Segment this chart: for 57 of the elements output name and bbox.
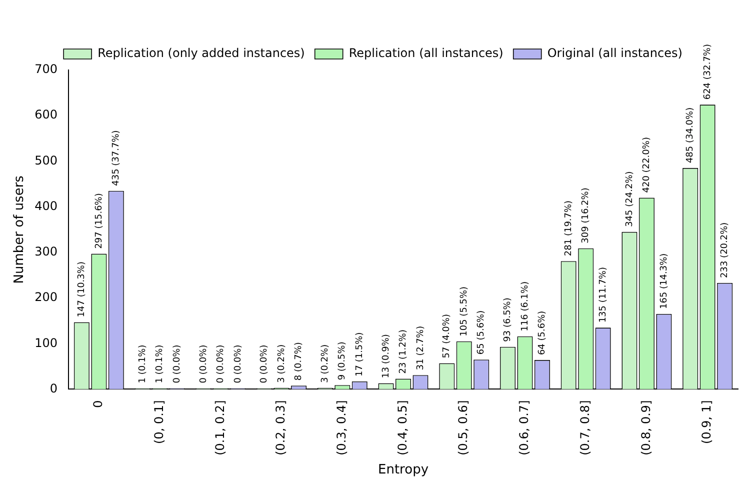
x-tick-label: (0.3, 0.4]	[334, 400, 349, 456]
data-label: 420 (22.0%)	[642, 137, 652, 193]
data-label: 93 (6.5%)	[503, 298, 514, 342]
y-tick-label: 700	[34, 62, 58, 76]
data-label: 0 (0.0%)	[198, 344, 209, 384]
y-tick-label: 500	[34, 153, 58, 168]
x-tick-label: (0.6, 0.7]	[517, 400, 532, 456]
data-label: 135 (11.7%)	[598, 267, 608, 323]
data-label: 485 (34.0%)	[686, 107, 696, 164]
y-tick-label: 400	[34, 198, 58, 213]
data-label: 65 (5.6%)	[476, 310, 487, 355]
x-tick-label: (0.9, 1]	[700, 400, 714, 444]
data-label: 147 (10.3%)	[77, 262, 88, 318]
x-tick-label: (0.5, 0.6]	[456, 400, 470, 456]
data-label: 9 (0.5%)	[338, 342, 348, 380]
data-label: 281 (19.7%)	[564, 200, 574, 256]
data-label: 105 (5.5%)	[459, 286, 470, 336]
data-label: 64 (5.6%)	[538, 310, 548, 356]
data-label: 345 (24.2%)	[624, 171, 635, 227]
y-tick-label: 200	[34, 290, 58, 304]
data-label: 23 (1.2%)	[398, 330, 409, 374]
y-tick-label: 100	[34, 336, 58, 350]
data-label: 1 (0.1%)	[138, 344, 148, 384]
legend-label: Replication (all instances)	[348, 46, 504, 60]
data-label: 13 (0.9%)	[381, 334, 392, 378]
y-axis-title: Number of users	[12, 175, 28, 284]
x-tick-label: (0.8, 0.9]	[638, 400, 653, 456]
data-label: 435 (37.7%)	[112, 130, 122, 186]
data-label: 309 (16.2%)	[581, 188, 592, 244]
data-label: 0 (0.0%)	[260, 344, 270, 384]
x-tick-label: (0.4, 0.5]	[395, 400, 410, 456]
data-label: 3 (0.2%)	[276, 344, 287, 383]
x-tick-label: (0.7, 0.8]	[578, 400, 592, 456]
data-label: 116 (6.1%)	[520, 281, 530, 332]
data-label: 1 (0.1%)	[155, 344, 166, 384]
data-label: 17 (1.5%)	[354, 332, 365, 376]
x-tick-label: (0, 0.1]	[152, 400, 166, 444]
data-label: 57 (4.0%)	[442, 314, 452, 358]
y-tick-label: 300	[34, 244, 58, 259]
y-tick-label: 0	[50, 381, 58, 396]
data-label: 297 (15.6%)	[94, 193, 104, 249]
x-tick-label: (0.2, 0.3]	[274, 400, 288, 456]
legend-label: Replication (only added instances)	[98, 46, 305, 60]
data-label: 165 (14.3%)	[659, 253, 670, 309]
data-label: 0 (0.0%)	[233, 344, 244, 384]
data-label: 31 (2.7%)	[416, 326, 426, 370]
data-label: 3 (0.2%)	[320, 344, 330, 383]
y-tick-label: 600	[34, 108, 58, 122]
legend-label: Original (all instances)	[547, 46, 682, 60]
data-label: 8 (0.7%)	[294, 342, 304, 381]
x-axis-title: Entropy	[378, 462, 429, 478]
data-label: 624 (32.7%)	[702, 44, 713, 100]
data-label: 0 (0.0%)	[216, 344, 226, 384]
x-tick-label: (0.1, 0.2]	[212, 400, 227, 456]
x-tick-label: 0	[91, 400, 106, 408]
data-label: 0 (0.0%)	[172, 344, 182, 384]
data-label: 233 (20.2%)	[720, 222, 730, 278]
